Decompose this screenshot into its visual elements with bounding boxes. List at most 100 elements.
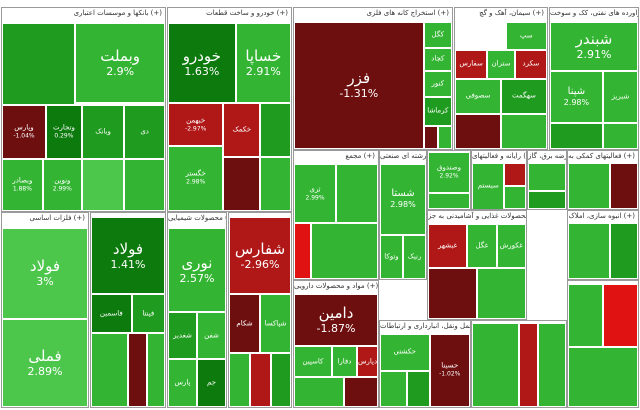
sector-header[interactable]: مواد و محصولات دارویی (+) xyxy=(294,281,378,292)
stock-tile[interactable] xyxy=(407,371,430,407)
stock-tile[interactable]: سکرد xyxy=(514,50,547,79)
stock-tile[interactable] xyxy=(81,159,125,211)
stock-tile[interactable]: شغدیر xyxy=(168,311,197,360)
stock-tile[interactable]: وصندوق 2.92% xyxy=(428,152,470,193)
stock-tile[interactable]: دپارس xyxy=(357,346,378,378)
stock-tile[interactable] xyxy=(229,352,251,407)
stock-tile[interactable]: کگل xyxy=(423,21,452,48)
stock-tile[interactable]: فزر -1.31% xyxy=(294,21,424,149)
stock-tile[interactable]: دفارا xyxy=(331,346,357,378)
stock-tile[interactable]: وتجارت 0.29% xyxy=(46,105,82,160)
stock-tile[interactable]: پارس xyxy=(168,359,197,407)
sector-header[interactable]: فراورده های نفتی، کک و سوخت (+) xyxy=(550,8,638,19)
stock-tile[interactable]: ستران xyxy=(487,50,515,79)
stock-tile[interactable] xyxy=(550,123,603,149)
stock-tile[interactable]: سیستم xyxy=(472,162,505,209)
stock-tile[interactable] xyxy=(260,157,291,211)
stock-tile[interactable]: فولاد 3% xyxy=(2,227,88,320)
sector-header[interactable]: مجمع (+) xyxy=(294,151,378,162)
stock-tile[interactable]: غکورش xyxy=(496,223,526,268)
stock-tile[interactable]: خساپا 2.91% xyxy=(235,22,291,104)
stock-tile[interactable] xyxy=(437,125,452,149)
stock-tile[interactable]: سهگمت xyxy=(501,78,547,114)
stock-tile[interactable]: خگستر 2.98% xyxy=(168,145,224,211)
sector-header[interactable]: رایانه و فعالیتهای (+) xyxy=(472,151,526,162)
stock-tile[interactable]: سصوفی xyxy=(455,78,501,114)
stock-tile[interactable] xyxy=(260,103,291,158)
stock-tile[interactable] xyxy=(568,283,603,347)
stock-tile[interactable] xyxy=(602,123,638,149)
stock-tile[interactable] xyxy=(128,333,147,407)
stock-tile[interactable] xyxy=(477,267,526,319)
stock-tile[interactable] xyxy=(472,322,519,407)
stock-tile[interactable]: دامین -1.87% xyxy=(294,294,378,347)
stock-tile[interactable] xyxy=(91,333,128,407)
stock-tile[interactable]: کاسپین xyxy=(294,346,332,378)
stock-tile[interactable]: شپنا 2.98% xyxy=(550,71,603,123)
stock-tile[interactable] xyxy=(519,322,538,407)
sector-header[interactable]: محصولات غذایی و آشامیدنی به جز (+) xyxy=(428,211,526,222)
stock-tile[interactable]: کچاد xyxy=(423,47,452,71)
stock-tile[interactable]: کنور xyxy=(423,71,452,97)
sector-header[interactable]: انبوه سازی، املاک (+) xyxy=(568,211,638,222)
sector-header[interactable]: عرضه برق، گاز (+) xyxy=(528,151,566,162)
stock-tile[interactable] xyxy=(603,283,638,347)
stock-tile[interactable]: نوری 2.57% xyxy=(168,227,226,312)
stock-tile[interactable]: دی xyxy=(124,105,165,160)
stock-tile[interactable] xyxy=(294,222,311,279)
sector-header[interactable]: خودرو و ساخت قطعات (+) xyxy=(168,8,291,19)
stock-tile[interactable]: خکمک xyxy=(223,103,261,158)
stock-tile[interactable]: غبشهر xyxy=(428,223,468,268)
stock-tile[interactable]: ثری 2.99% xyxy=(294,164,336,223)
sector-header[interactable]: شرکتهای چند رشته ای صنعتی (+) xyxy=(380,151,426,162)
stock-tile[interactable]: وبملت 2.9% xyxy=(75,22,165,104)
stock-tile[interactable]: وپارس -1.04% xyxy=(2,105,46,160)
stock-tile[interactable]: فملی 2.89% xyxy=(2,319,88,407)
stock-tile[interactable] xyxy=(568,162,610,209)
stock-tile[interactable] xyxy=(568,346,638,407)
stock-tile[interactable]: خبهمن -2.97% xyxy=(168,103,224,146)
stock-tile[interactable]: شکام xyxy=(229,294,260,353)
stock-tile[interactable]: رنیک xyxy=(403,234,426,279)
stock-tile[interactable] xyxy=(146,333,165,407)
stock-tile[interactable] xyxy=(528,191,566,209)
stock-tile[interactable] xyxy=(2,22,76,106)
stock-tile[interactable] xyxy=(310,222,378,279)
stock-tile[interactable]: شپاکسا xyxy=(260,294,291,353)
sector-header[interactable]: حمل ونقل، انبارداری و ارتباطات (+) xyxy=(380,321,470,332)
stock-tile[interactable]: وبانک xyxy=(81,105,125,160)
stock-tile[interactable] xyxy=(610,162,638,209)
stock-tile[interactable]: حکشتی xyxy=(380,333,430,371)
stock-tile[interactable] xyxy=(504,186,526,209)
sector-header[interactable]: سیمان، آهک و گچ (+) xyxy=(455,8,547,19)
stock-tile[interactable] xyxy=(423,125,438,149)
stock-tile[interactable]: شفارس -2.96% xyxy=(229,216,291,295)
stock-tile[interactable]: شبریز xyxy=(602,71,638,123)
stock-tile[interactable]: سفارس xyxy=(455,50,488,79)
stock-tile[interactable]: کرماشا xyxy=(423,97,452,126)
stock-tile[interactable]: ونوین 2.99% xyxy=(42,159,82,211)
stock-tile[interactable] xyxy=(501,113,547,149)
stock-tile[interactable]: شستا 2.98% xyxy=(380,164,426,235)
sector-header[interactable]: بانکها و موسسات اعتباری (+) xyxy=(2,8,165,19)
stock-tile[interactable]: شفن xyxy=(197,311,226,360)
stock-tile[interactable] xyxy=(250,352,271,407)
stock-tile[interactable] xyxy=(568,223,610,279)
stock-tile[interactable] xyxy=(528,162,566,192)
sector-header[interactable]: محصولات شیمیایی (+) xyxy=(168,213,226,224)
stock-tile[interactable]: وبصادر 1.88% xyxy=(2,159,43,211)
stock-tile[interactable]: غگل xyxy=(467,223,497,268)
stock-tile[interactable] xyxy=(294,377,345,407)
stock-tile[interactable] xyxy=(223,157,261,211)
stock-tile[interactable] xyxy=(537,322,566,407)
stock-tile[interactable] xyxy=(455,113,501,149)
sector-header[interactable]: فلزات اساسی (+) xyxy=(2,213,88,224)
stock-tile[interactable]: سپ xyxy=(505,21,547,51)
stock-tile[interactable] xyxy=(610,223,638,279)
stock-tile[interactable]: خودرو 1.63% xyxy=(168,22,236,104)
stock-tile[interactable]: حسینا -1.02% xyxy=(429,333,470,407)
stock-tile[interactable]: فاسمین xyxy=(91,294,132,334)
stock-tile[interactable] xyxy=(380,371,407,407)
sector-header[interactable]: فعالیتهای کمکی به (+) xyxy=(568,151,638,162)
stock-tile[interactable] xyxy=(270,352,291,407)
